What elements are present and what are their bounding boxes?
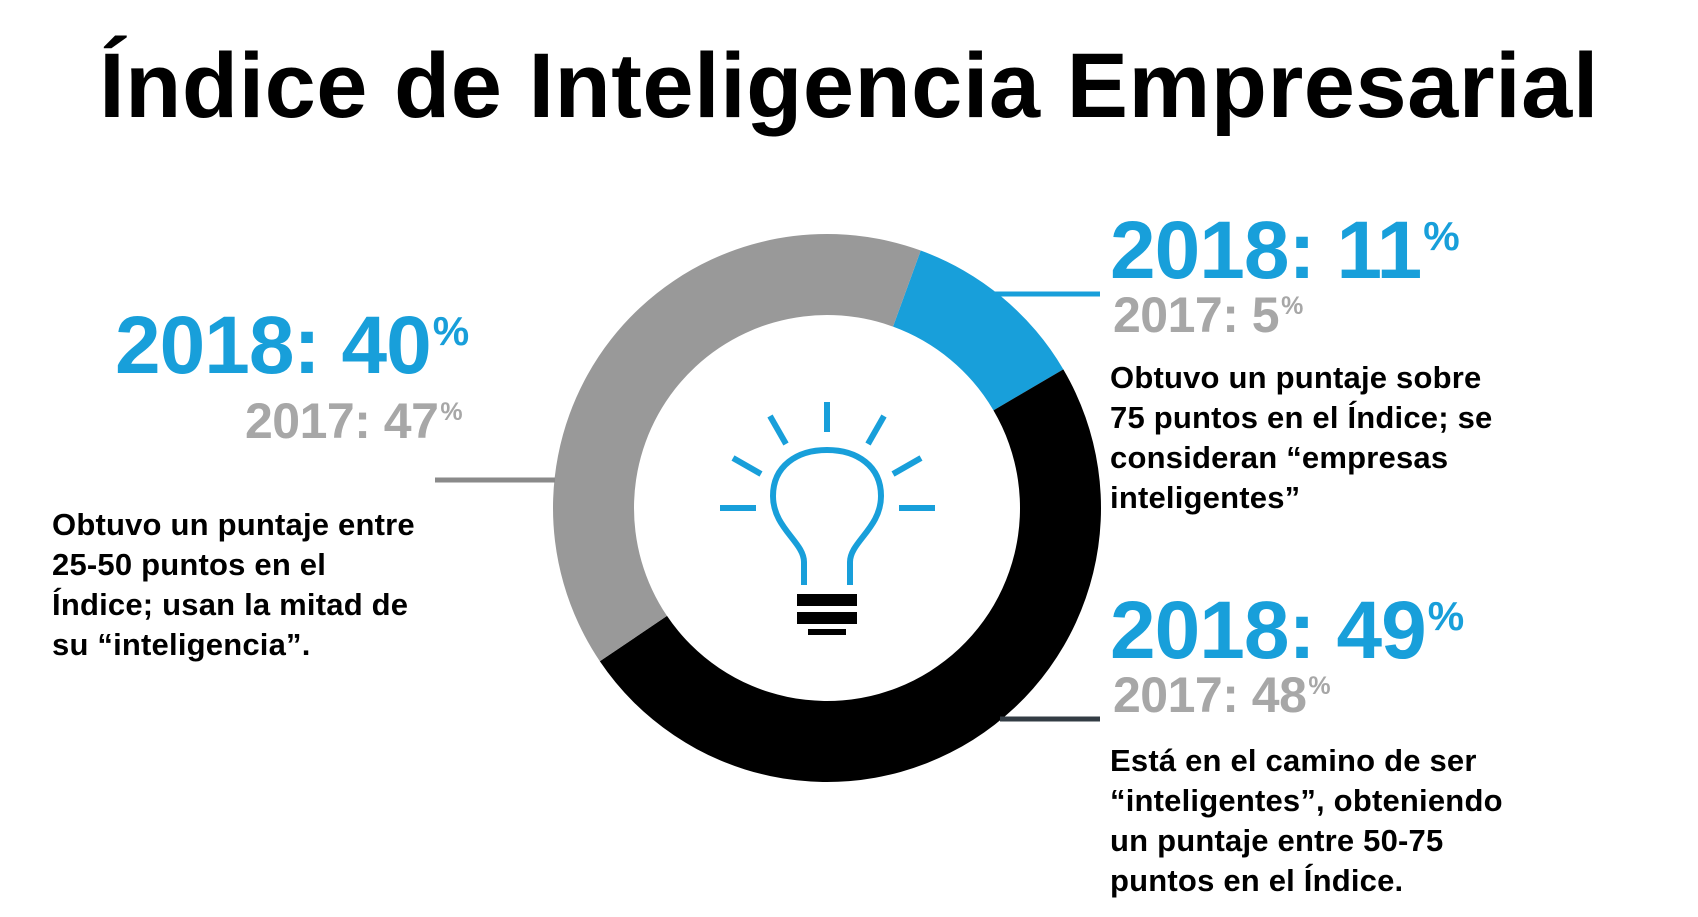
bottom-right-description: Está en el camino de ser “inteligentes”,… [1110,743,1503,898]
top-right-2017-value: 2017: 5% [1113,287,1303,343]
lightbulb-icon [720,402,935,635]
slice-on-the-way [599,369,1102,783]
left-2017-value: 2017: 47% [245,393,463,449]
bottom-right-2018-value: 2018: 49% [1110,585,1464,676]
left-2018-value: 2018: 40% [115,300,469,391]
slice-smart [893,250,1064,411]
page-title: Índice de Inteligencia Empresarial [99,35,1599,137]
top-right-2018-value: 2018: 11% [1110,205,1460,296]
slice-half-intelligence [552,233,921,662]
top-right-description: Obtuvo un puntaje sobre 75 puntos en el … [1110,360,1493,515]
left-description: Obtuvo un puntaje entre 25-50 puntos en … [52,507,415,662]
bottom-right-2017-value: 2017: 48% [1113,667,1331,723]
